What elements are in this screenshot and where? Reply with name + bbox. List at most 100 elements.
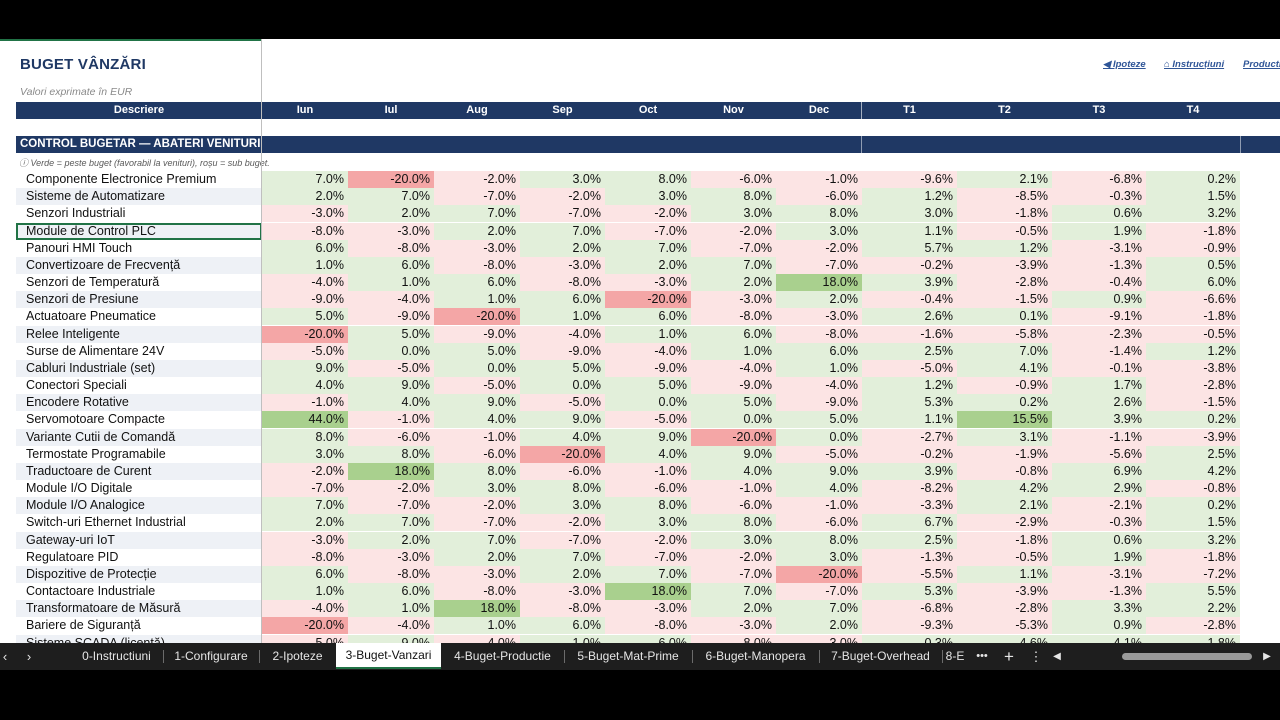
variance-cell[interactable]: -4.0%: [605, 342, 691, 360]
variance-cell[interactable]: -2.0%: [520, 188, 605, 206]
variance-cell[interactable]: -7.0%: [262, 480, 348, 498]
variance-cell[interactable]: -3.0%: [262, 531, 348, 549]
variance-cell[interactable]: 9.0%: [520, 411, 605, 429]
variance-cell[interactable]: 3.0%: [776, 222, 862, 240]
variance-cell[interactable]: 2.1%: [957, 171, 1052, 188]
variance-cell[interactable]: 2.1%: [957, 497, 1052, 515]
variance-cell[interactable]: 0.0%: [434, 359, 520, 377]
variance-cell[interactable]: 8.0%: [605, 497, 691, 515]
variance-cell[interactable]: -1.0%: [776, 171, 862, 188]
variance-cell[interactable]: 1.0%: [605, 325, 691, 343]
variance-cell[interactable]: 3.0%: [605, 188, 691, 206]
row-description[interactable]: Sisteme de Automatizare: [16, 188, 262, 206]
variance-cell[interactable]: -8.0%: [348, 239, 434, 257]
variance-cell[interactable]: 4.0%: [776, 480, 862, 498]
variance-cell[interactable]: -2.0%: [520, 514, 605, 532]
variance-cell[interactable]: 2.9%: [1052, 480, 1146, 498]
variance-cell[interactable]: -0.5%: [1146, 325, 1240, 343]
variance-cell[interactable]: -20.0%: [520, 445, 605, 463]
variance-cell[interactable]: 4.6%: [957, 634, 1052, 643]
variance-cell[interactable]: -2.0%: [605, 205, 691, 223]
variance-cell[interactable]: -1.8%: [957, 205, 1052, 223]
variance-cell[interactable]: 7.0%: [605, 239, 691, 257]
variance-cell[interactable]: -5.0%: [862, 359, 957, 377]
variance-cell[interactable]: 9.0%: [434, 394, 520, 412]
variance-cell[interactable]: -3.1%: [1052, 239, 1146, 257]
variance-cell[interactable]: 9.0%: [776, 462, 862, 480]
variance-cell[interactable]: 2.0%: [520, 239, 605, 257]
variance-cell[interactable]: 3.9%: [862, 462, 957, 480]
variance-cell[interactable]: 5.0%: [776, 411, 862, 429]
row-description[interactable]: Dispozitive de Protecție: [16, 565, 262, 583]
variance-cell[interactable]: -20.0%: [262, 617, 348, 635]
variance-cell[interactable]: 8.0%: [691, 188, 776, 206]
variance-cell[interactable]: 7.0%: [776, 600, 862, 618]
row-description[interactable]: Componente Electronice Premium: [16, 171, 262, 188]
variance-cell[interactable]: -6.0%: [348, 428, 434, 446]
variance-cell[interactable]: 2.0%: [691, 600, 776, 618]
variance-cell[interactable]: -3.0%: [776, 308, 862, 326]
variance-cell[interactable]: 6.7%: [862, 514, 957, 532]
variance-cell[interactable]: 1.0%: [348, 600, 434, 618]
variance-cell[interactable]: 2.0%: [776, 617, 862, 635]
variance-cell[interactable]: -3.0%: [434, 565, 520, 583]
variance-cell[interactable]: 4.0%: [348, 394, 434, 412]
variance-cell[interactable]: -6.0%: [776, 514, 862, 532]
variance-cell[interactable]: 5.5%: [1146, 583, 1240, 601]
variance-cell[interactable]: 18.0%: [348, 462, 434, 480]
variance-cell[interactable]: -8.0%: [691, 308, 776, 326]
variance-cell[interactable]: 4.1%: [957, 359, 1052, 377]
variance-cell[interactable]: 5.0%: [262, 308, 348, 326]
row-description[interactable]: Panouri HMI Touch: [16, 239, 262, 257]
variance-cell[interactable]: 1.1%: [862, 411, 957, 429]
variance-cell[interactable]: -1.3%: [1052, 256, 1146, 274]
row-description[interactable]: Actuatoare Pneumatice: [16, 308, 262, 326]
variance-cell[interactable]: 4.0%: [434, 411, 520, 429]
variance-cell[interactable]: 3.9%: [862, 274, 957, 292]
variance-cell[interactable]: -20.0%: [605, 291, 691, 309]
variance-cell[interactable]: 6.0%: [262, 239, 348, 257]
variance-cell[interactable]: -1.1%: [1052, 428, 1146, 446]
variance-cell[interactable]: 18.0%: [605, 583, 691, 601]
variance-cell[interactable]: -4.0%: [691, 359, 776, 377]
variance-cell[interactable]: -8.0%: [262, 548, 348, 566]
variance-cell[interactable]: -1.9%: [957, 445, 1052, 463]
variance-cell[interactable]: -3.0%: [776, 634, 862, 643]
row-description[interactable]: Switch-uri Ethernet Industrial: [16, 514, 262, 532]
variance-cell[interactable]: 8.0%: [605, 171, 691, 188]
spreadsheet-sheet[interactable]: BUGET VÂNZĂRI Valori exprimate în EUR ◀ …: [0, 39, 1280, 643]
variance-cell[interactable]: -5.0%: [434, 377, 520, 395]
variance-cell[interactable]: -3.8%: [1146, 359, 1240, 377]
sheet-tab[interactable]: 7-Buget-Overhead: [831, 649, 930, 663]
variance-cell[interactable]: 7.0%: [605, 565, 691, 583]
variance-cell[interactable]: -1.5%: [957, 291, 1052, 309]
variance-cell[interactable]: 2.0%: [434, 548, 520, 566]
variance-cell[interactable]: 4.0%: [691, 462, 776, 480]
variance-cell[interactable]: -6.0%: [776, 188, 862, 206]
variance-cell[interactable]: -1.0%: [691, 480, 776, 498]
variance-cell[interactable]: 3.0%: [776, 548, 862, 566]
variance-cell[interactable]: -2.9%: [957, 514, 1052, 532]
variance-cell[interactable]: 1.8%: [1146, 634, 1240, 643]
variance-cell[interactable]: -7.0%: [520, 531, 605, 549]
variance-cell[interactable]: 3.2%: [1146, 531, 1240, 549]
horizontal-scrollbar[interactable]: [1122, 653, 1252, 660]
variance-cell[interactable]: 2.0%: [605, 256, 691, 274]
variance-cell[interactable]: 6.0%: [776, 342, 862, 360]
variance-cell[interactable]: 7.0%: [434, 205, 520, 223]
sheet-tab[interactable]: 8-E: [945, 649, 965, 663]
sheet-menu-icon[interactable]: ⋮: [1029, 649, 1043, 664]
variance-cell[interactable]: -3.9%: [957, 256, 1052, 274]
row-description[interactable]: Relee Inteligente: [16, 325, 262, 343]
variance-cell[interactable]: -1.0%: [434, 428, 520, 446]
variance-cell[interactable]: -0.5%: [957, 222, 1052, 240]
variance-cell[interactable]: 9.0%: [262, 359, 348, 377]
variance-cell[interactable]: -1.0%: [348, 411, 434, 429]
variance-cell[interactable]: 0.2%: [1146, 411, 1240, 429]
variance-cell[interactable]: -6.0%: [691, 171, 776, 188]
variance-cell[interactable]: 7.0%: [957, 342, 1052, 360]
variance-cell[interactable]: 6.0%: [262, 565, 348, 583]
variance-cell[interactable]: -9.1%: [1052, 308, 1146, 326]
variance-cell[interactable]: 2.0%: [348, 205, 434, 223]
variance-cell[interactable]: -6.0%: [691, 497, 776, 515]
